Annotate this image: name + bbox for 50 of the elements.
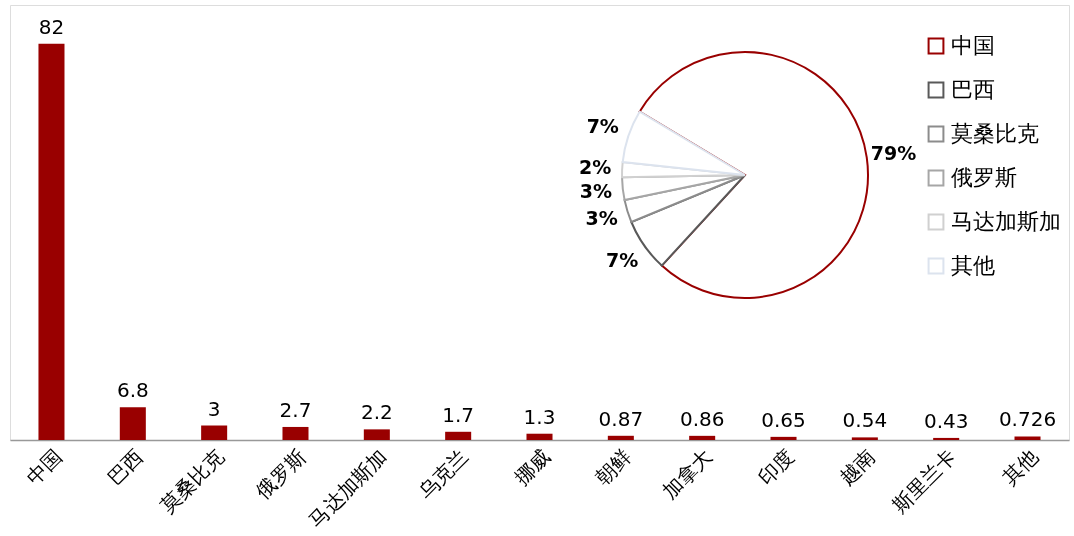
data-label: 2% [579,156,612,179]
x-tick-label: 其他 [997,444,1043,490]
x-tick-label: 越南 [834,444,880,490]
legend-label: 中国 [951,33,995,58]
x-tick-label: 印度 [753,444,799,490]
data-label: 0.65 [761,407,806,432]
x-tick-label: 朝鲜 [590,444,636,490]
data-label: 82 [38,14,65,39]
bar [445,431,472,440]
legend-label: 马达加斯加 [951,209,1061,234]
legend-label: 其他 [951,253,995,278]
bar [119,407,146,440]
data-label: 3% [585,207,618,230]
bar [607,435,634,440]
data-label: 0.87 [598,406,644,431]
bar [526,433,553,440]
bar [933,437,960,440]
data-label: 1.3 [523,404,556,429]
legend-label: 巴西 [951,77,995,102]
data-label: 0.43 [923,408,969,433]
x-tick-label: 巴西 [102,444,148,490]
x-tick-label: 乌克兰 [413,444,474,504]
legend-label: 莫桑比克 [951,121,1039,146]
data-label: 3 [207,396,221,421]
bar [770,436,797,440]
bar [851,437,878,440]
x-tick-label: 加拿大 [657,444,718,504]
data-label: 6.8 [116,378,149,403]
data-label: 0.726 [998,407,1057,432]
x-tick-label: 中国 [21,444,67,490]
bar [282,426,309,440]
data-label: 3% [579,179,613,202]
bar [363,429,390,440]
legend-label: 俄罗斯 [951,165,1017,190]
data-label: 2.2 [360,400,393,425]
data-label: 0.86 [679,406,725,431]
data-label: 2.7 [279,397,312,422]
x-tick-label: 俄罗斯 [250,444,311,504]
x-tick-label: 挪威 [509,444,555,490]
data-label: 0.54 [842,408,888,433]
data-label: 79% [870,141,917,164]
bar [1014,436,1041,440]
bar [689,435,716,440]
data-label: 7% [605,248,639,271]
x-tick-label: 斯里兰卡 [887,444,962,518]
data-label: 1.7 [442,402,475,427]
bar [38,43,65,440]
bar [201,425,228,440]
data-label: 7% [586,115,619,138]
x-tick-label: 莫桑比克 [155,444,229,518]
